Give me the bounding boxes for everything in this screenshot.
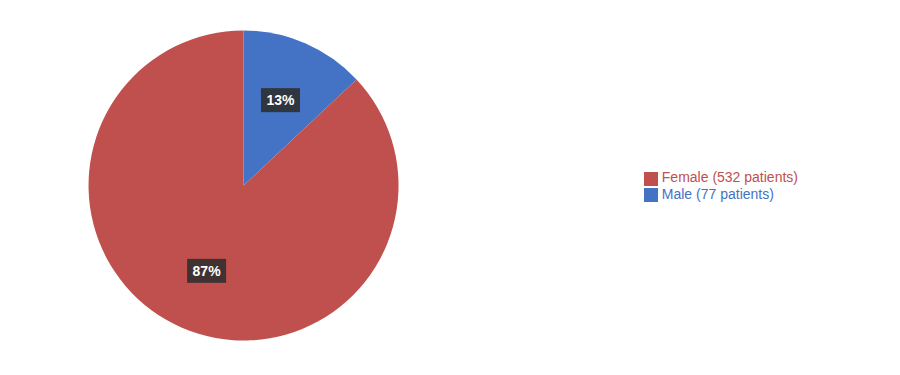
html-text:Female (532 patients): Female (532 patients)	[661, 169, 798, 186]
svg-text:13%: 13%	[266, 92, 295, 108]
html-text:Male (77 patients): Male (77 patients)	[661, 185, 774, 202]
svg-text:87%: 87%	[193, 263, 222, 279]
